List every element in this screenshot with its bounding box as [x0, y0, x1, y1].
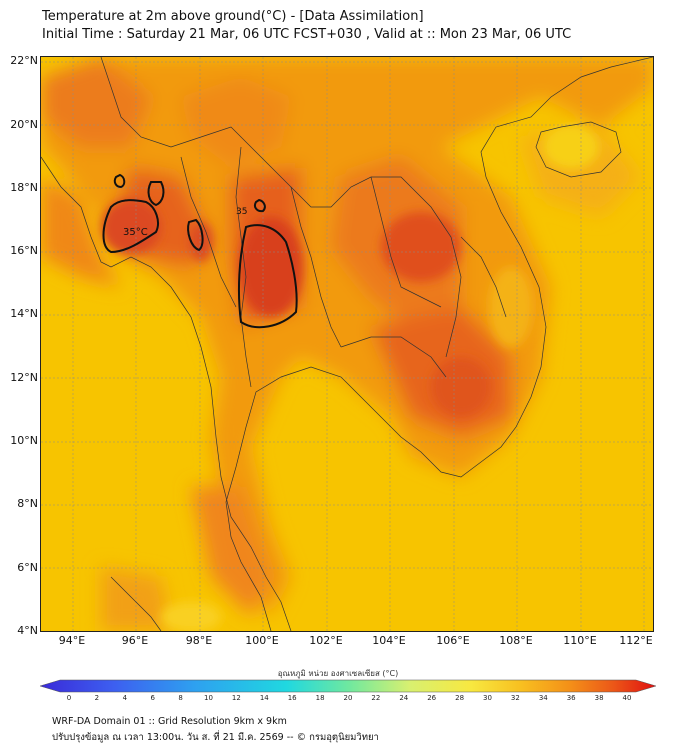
colorbar-tick: 30 [483, 694, 492, 702]
chart-title: Temperature at 2m above ground(°C) - [Da… [42, 8, 571, 44]
colorbar-tick: 26 [427, 694, 437, 702]
colorbar-tick: 36 [566, 694, 576, 702]
lon-label: 112°E [619, 634, 653, 647]
colorbar-tick: 0 [66, 694, 72, 702]
lat-label: 8°N [17, 497, 38, 510]
colorbar-tick: 16 [287, 694, 297, 702]
lat-label: 12°N [10, 371, 38, 384]
footer-line-1: WRF-DA Domain 01 :: Grid Resolution 9km … [52, 716, 287, 727]
colorbar-tick: 4 [122, 694, 128, 702]
lon-label: 100°E [245, 634, 279, 647]
lon-label: 108°E [499, 634, 533, 647]
colorbar-tick: 8 [178, 694, 183, 702]
colorbar-tick: 24 [399, 694, 409, 702]
lon-label: 98°E [185, 634, 213, 647]
colorbar-tick: 34 [538, 694, 548, 702]
lat-label: 10°N [10, 434, 38, 447]
lat-label: 4°N [17, 624, 38, 637]
lon-label: 110°E [563, 634, 597, 647]
lat-label: 14°N [10, 307, 38, 320]
colorbar-tick: 14 [259, 694, 269, 702]
contour-label: 35°C [123, 227, 148, 238]
lon-label: 104°E [372, 634, 406, 647]
colorbar-tick: 10 [204, 694, 213, 702]
lon-label: 106°E [436, 634, 470, 647]
colorbar-tick: 2 [94, 694, 100, 702]
title-line-2: Initial Time : Saturday 21 Mar, 06 UTC F… [42, 27, 572, 42]
colorbar-tick: 20 [343, 694, 353, 702]
colorbar-tick: 38 [594, 694, 604, 702]
title-line-1: Temperature at 2m above ground(°C) - [Da… [42, 9, 424, 24]
lon-label: 96°E [121, 634, 149, 647]
lat-label: 16°N [10, 244, 38, 257]
colorbar-gradient [40, 679, 656, 693]
lon-label: 102°E [309, 634, 343, 647]
colorbar-tick: 40 [622, 694, 632, 702]
colorbar-tick: 28 [455, 694, 465, 702]
contour-35c [102, 173, 298, 329]
colorbar-tick: 12 [231, 694, 241, 702]
lon-label: 94°E [58, 634, 86, 647]
colorbar-tick: 6 [150, 694, 155, 702]
coastlines-and-borders [41, 57, 653, 631]
colorbar-tick: 32 [510, 694, 520, 702]
lat-label: 22°N [10, 54, 38, 67]
temperature-map: 35°C 35 [40, 56, 654, 632]
contour-label-2: 35 [236, 207, 247, 217]
lat-label: 18°N [10, 181, 38, 194]
cool-areas [161, 125, 599, 631]
map-svg: 35°C 35 [41, 57, 653, 631]
footer-line-2: ปรับปรุงข้อมูล ณ เวลา 13:00น. วัน ส. ที่… [52, 732, 379, 743]
map-gridlines [41, 57, 653, 631]
colorbar [40, 679, 656, 693]
lat-label: 6°N [17, 561, 38, 574]
lat-label: 20°N [10, 118, 38, 131]
colorbar-tick: 18 [315, 694, 325, 702]
colorbar-title: อุณหภูมิ หน่วย องศาเซลเซียส (°C) [277, 669, 399, 678]
colorbar-tick: 22 [371, 694, 381, 702]
